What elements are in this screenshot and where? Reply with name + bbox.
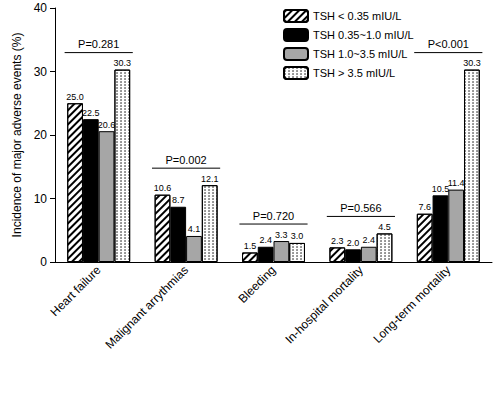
svg-text:10.5: 10.5 <box>432 184 450 194</box>
svg-text:0: 0 <box>40 255 47 269</box>
svg-text:11.4: 11.4 <box>448 178 465 188</box>
svg-text:Heart failure: Heart failure <box>48 263 104 319</box>
svg-text:30.3: 30.3 <box>114 58 132 68</box>
svg-text:Incidence of major adverse eve: Incidence of major adverse events (%) <box>10 33 24 238</box>
svg-text:In-hospital mortality: In-hospital mortality <box>282 263 365 346</box>
svg-text:TSH < 0.35 mIU/L: TSH < 0.35 mIU/L <box>313 10 401 22</box>
svg-text:40: 40 <box>34 1 48 15</box>
svg-text:12.1: 12.1 <box>201 174 219 184</box>
svg-text:P=0.281: P=0.281 <box>78 38 119 50</box>
svg-text:2.4: 2.4 <box>259 235 272 245</box>
svg-text:3.0: 3.0 <box>291 231 304 241</box>
svg-text:8.7: 8.7 <box>172 195 185 205</box>
svg-text:2.0: 2.0 <box>347 238 360 248</box>
svg-text:30.3: 30.3 <box>463 58 481 68</box>
svg-text:P=0.720: P=0.720 <box>253 210 294 222</box>
svg-text:10: 10 <box>34 192 48 206</box>
svg-text:P=0.566: P=0.566 <box>340 202 381 214</box>
svg-text:TSH 0.35~1.0 mIU/L: TSH 0.35~1.0 mIU/L <box>313 29 414 41</box>
svg-text:1.5: 1.5 <box>244 241 257 251</box>
svg-text:TSH 1.0~3.5 mIU/L: TSH 1.0~3.5 mIU/L <box>313 48 407 60</box>
svg-text:22.5: 22.5 <box>82 108 100 118</box>
svg-text:4.1: 4.1 <box>188 224 201 234</box>
svg-text:7.6: 7.6 <box>418 202 431 212</box>
svg-text:2.3: 2.3 <box>331 236 344 246</box>
svg-text:20: 20 <box>34 128 48 142</box>
svg-text:30: 30 <box>34 65 48 79</box>
svg-text:P<0.001: P<0.001 <box>428 38 469 50</box>
svg-text:10.6: 10.6 <box>154 183 172 193</box>
svg-text:4.5: 4.5 <box>378 222 391 232</box>
svg-text:25.0: 25.0 <box>66 92 84 102</box>
svg-text:TSH > 3.5 mIU/L: TSH > 3.5 mIU/L <box>313 67 395 79</box>
svg-text:3.3: 3.3 <box>275 230 288 240</box>
svg-text:Malignant arrythmias: Malignant arrythmias <box>102 263 191 352</box>
svg-text:20.6: 20.6 <box>98 120 116 130</box>
svg-text:2.4: 2.4 <box>363 235 376 245</box>
svg-text:Bleeding: Bleeding <box>236 263 279 306</box>
svg-text:Long-term mortality: Long-term mortality <box>370 263 453 346</box>
svg-text:P=0.002: P=0.002 <box>165 154 206 166</box>
